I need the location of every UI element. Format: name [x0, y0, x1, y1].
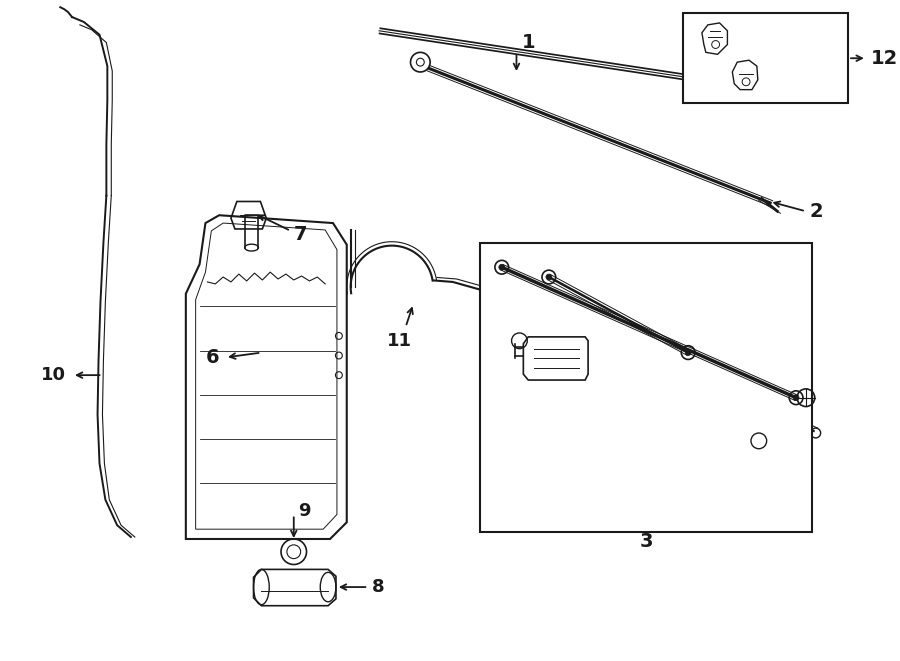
- Text: 12: 12: [870, 49, 898, 67]
- Text: 10: 10: [41, 366, 66, 384]
- Text: 8: 8: [373, 578, 385, 596]
- Text: 7: 7: [293, 225, 307, 245]
- Text: 11: 11: [387, 332, 412, 350]
- Bar: [481, 243, 812, 532]
- Text: 6: 6: [205, 348, 220, 367]
- Text: 3: 3: [639, 532, 652, 551]
- Circle shape: [685, 350, 691, 356]
- Text: 4: 4: [483, 352, 496, 369]
- Text: 2: 2: [810, 202, 824, 221]
- Bar: [683, 13, 848, 103]
- Circle shape: [546, 274, 552, 280]
- Circle shape: [499, 264, 505, 270]
- Circle shape: [793, 395, 799, 401]
- Text: 1: 1: [521, 33, 535, 52]
- Text: 5: 5: [644, 277, 656, 295]
- Text: 9: 9: [298, 502, 310, 520]
